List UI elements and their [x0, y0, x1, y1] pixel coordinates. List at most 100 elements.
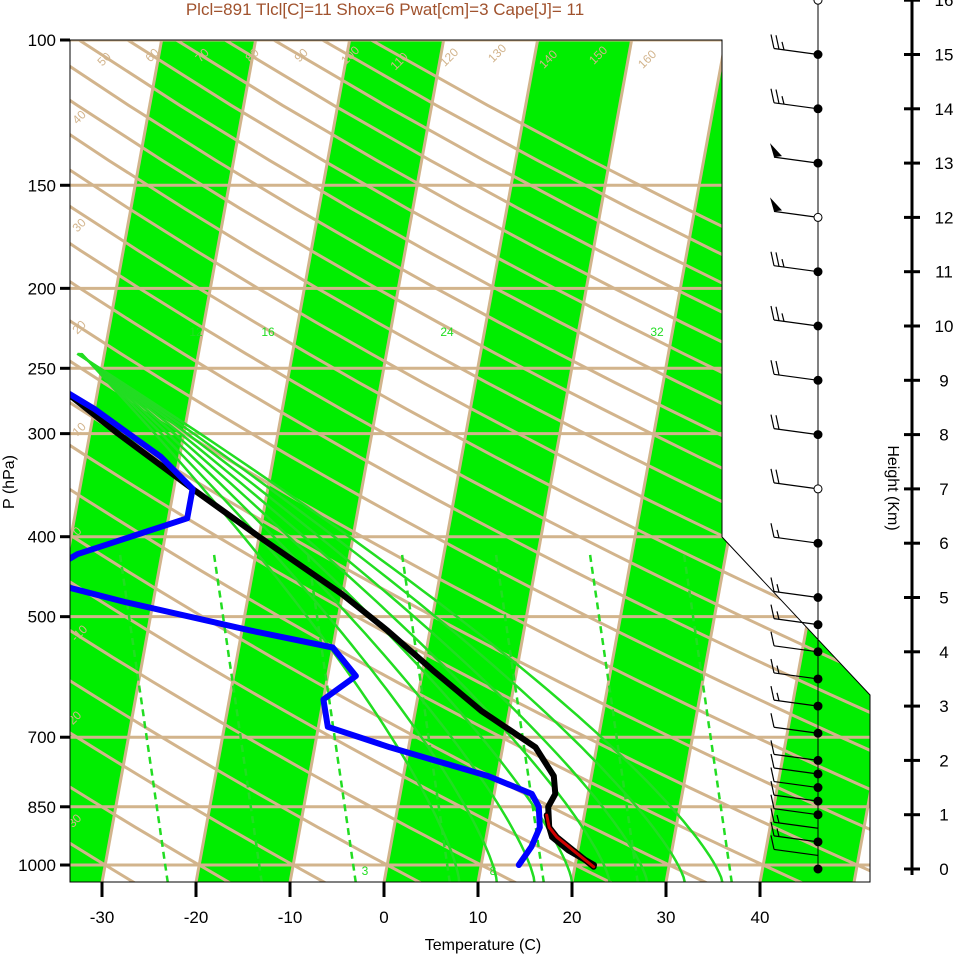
- temperature-band: [70, 40, 75, 882]
- wind-level-dot: [813, 620, 823, 630]
- dewpoint-line: [70, 40, 543, 868]
- dry-adiabat-line: [70, 40, 729, 882]
- wind-barb: [770, 468, 823, 494]
- height-tick-label: 16: [935, 0, 954, 10]
- temperature-band: [194, 40, 451, 882]
- height-tick-label: 12: [935, 208, 954, 227]
- sounding-profiles: [70, 40, 597, 870]
- wind-level-dot: [813, 769, 823, 779]
- wind-level-dot: [813, 864, 823, 874]
- isotherm-label: 20: [69, 317, 89, 337]
- wind-level-dot: [813, 674, 823, 684]
- wind-level-dot: [813, 158, 823, 168]
- dry-adiabat-line: [70, 40, 248, 882]
- dry-adiabat-line: [70, 40, 870, 882]
- x-tick-label: -10: [278, 908, 303, 927]
- x-tick-label: 0: [379, 908, 388, 927]
- isotherm-label: 30: [726, 126, 746, 146]
- height-tick-label: 8: [939, 426, 948, 445]
- wind-level-dot: [813, 484, 823, 494]
- isotherm-line: [474, 40, 640, 882]
- wind-barb: [770, 604, 823, 630]
- dry-adiabat-line: [70, 40, 870, 882]
- dry-adiabat-line: [70, 40, 870, 882]
- wind-barb: [770, 360, 823, 385]
- y-tick-label: 150: [28, 176, 56, 195]
- isotherm-line: [286, 40, 452, 882]
- isotherm-label: 10: [747, 540, 767, 560]
- dry-adiabat-line: [70, 40, 633, 882]
- wind-level-dot: [813, 538, 823, 548]
- height-tick-label: 15: [935, 46, 954, 65]
- dry-adiabat-line: [70, 40, 344, 882]
- temperature-band: [758, 40, 870, 882]
- wind-level-dot: [813, 104, 823, 114]
- isotherm-label: 10: [69, 419, 89, 439]
- wind-barb: [770, 305, 823, 331]
- moist-adiabat-line: [78, 352, 611, 882]
- wind-barb-column: [770, 0, 823, 874]
- height-axis-title: Height (Km): [884, 445, 901, 530]
- wind-level-dot: [813, 267, 823, 277]
- mixing-ratio-line: [118, 554, 170, 882]
- moist-adiabat-line: [76, 352, 724, 882]
- x-tick-label: 10: [469, 908, 488, 927]
- wind-level-dot: [813, 701, 823, 711]
- moist-adiabat-label: 24: [440, 325, 454, 339]
- y-tick-label: 850: [28, 798, 56, 817]
- wind-barb: [770, 753, 823, 779]
- isotherm-label: 130: [485, 41, 509, 65]
- wind-level-dot: [813, 796, 823, 806]
- wind-barb: [770, 808, 819, 829]
- x-tick-label: 30: [657, 908, 676, 927]
- height-tick-label: 10: [935, 317, 954, 336]
- wind-level-dot: [813, 810, 823, 820]
- y-tick-label: 250: [28, 359, 56, 378]
- wind-barb: [770, 658, 823, 684]
- plot-border: [69, 39, 871, 883]
- isotherm-label: 0: [725, 460, 740, 475]
- wind-level-dot: [813, 647, 823, 657]
- wind-level-dot: [813, 0, 823, 5]
- isotherm-label: 20: [726, 237, 746, 257]
- wind-barb: [770, 577, 823, 602]
- wind-barb: [770, 197, 823, 222]
- wind-barb: [770, 713, 823, 738]
- parcel-line: [545, 813, 596, 869]
- wind-level-dot: [813, 430, 823, 440]
- moist-adiabat-label: 16: [261, 325, 275, 339]
- wind-barb: [770, 34, 823, 59]
- dry-adiabat-line: [70, 40, 870, 882]
- moist-adiabat-line: [77, 352, 649, 882]
- wind-barb: [770, 767, 823, 793]
- wind-level-dot: [813, 593, 823, 602]
- x-tick-label: 40: [751, 908, 770, 927]
- height-tick-label: 2: [939, 751, 948, 770]
- isotherm-label: 30: [843, 650, 863, 670]
- dry-adiabat-line: [70, 40, 870, 882]
- wind-level-dot: [813, 50, 823, 59]
- dry-adiabat-line: [70, 40, 870, 882]
- moist-adiabat-label: 32: [650, 325, 664, 339]
- height-tick-label: 6: [939, 534, 948, 553]
- y-tick-label: 200: [28, 279, 56, 298]
- temperature-axis: -30 -20 -10 0 10 20 30 40: [90, 882, 770, 927]
- moist-adiabat-line: [79, 352, 536, 882]
- wind-barb: [770, 794, 823, 820]
- mixing-ratio-line: [682, 554, 734, 882]
- wind-barb: [770, 685, 823, 711]
- dry-adiabat-line: [70, 40, 870, 882]
- wind-level-dot: [813, 212, 823, 222]
- dry-adiabat-line: [70, 40, 825, 882]
- isotherm-label: 10: [726, 343, 746, 363]
- wind-level-dot: [813, 375, 823, 385]
- wind-level-dot: [813, 837, 823, 847]
- mixing-ratio-line: [212, 554, 264, 882]
- height-tick-label: 14: [935, 100, 954, 119]
- dry-adiabat-line: [70, 40, 870, 882]
- height-tick-label: 1: [939, 806, 948, 825]
- y-tick-label: 400: [28, 528, 56, 547]
- height-tick-label: 3: [939, 697, 948, 716]
- wind-barb: [770, 821, 823, 847]
